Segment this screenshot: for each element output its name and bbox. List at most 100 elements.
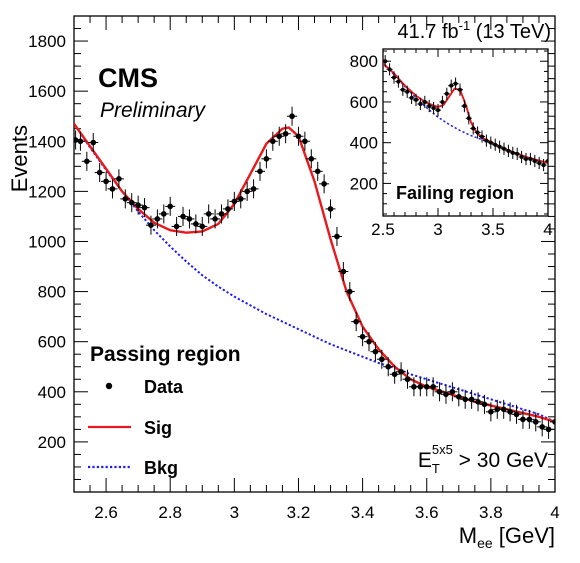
inset-data-point — [479, 130, 485, 143]
inset-y-tick-label: 600 — [350, 93, 378, 112]
main-data-point — [543, 419, 554, 439]
cut-label-rest: > 30 GeV — [453, 449, 548, 472]
inset-data-point — [483, 134, 490, 147]
inset-x-tick-label: 2.5 — [371, 220, 395, 239]
main-data-point — [120, 189, 131, 209]
main-y-tick-label: 1000 — [28, 232, 66, 251]
x-axis-title: Mee [GeV] — [459, 523, 555, 551]
main-bkg-curve — [74, 123, 555, 423]
main-data-point — [466, 389, 477, 409]
main-data-point — [280, 124, 291, 144]
main-data-point — [222, 199, 233, 219]
main-data-point — [126, 193, 137, 213]
main-data-point — [158, 204, 169, 224]
main-data-point — [152, 209, 163, 229]
main-data-point — [293, 126, 304, 146]
cut-label-main: E — [418, 449, 432, 472]
main-data-point — [312, 161, 323, 181]
inset-data-point — [452, 77, 459, 90]
inset-data-point — [383, 55, 389, 68]
inset-data-point — [540, 158, 547, 172]
cut-label-sub: T — [432, 461, 440, 476]
main-data-point — [530, 412, 541, 432]
inset-data-point — [496, 140, 503, 153]
inset-label: Failing region — [396, 183, 514, 203]
main-data-point — [178, 206, 189, 226]
inset-data-point — [395, 75, 402, 88]
inset-data-point — [536, 156, 543, 170]
inset-x-tick-label: 4 — [543, 220, 552, 239]
main-data-point — [498, 399, 509, 419]
y-axis-title: Events — [7, 125, 32, 192]
inset-data-point — [487, 136, 494, 149]
main-x-tick-label: 3 — [230, 503, 239, 522]
main-data-point — [357, 327, 368, 347]
main-data-point — [492, 399, 503, 419]
main-data-point — [421, 377, 432, 397]
inset-data-point — [465, 112, 472, 125]
inset-data-point — [386, 63, 393, 76]
cut-label: ET 5x5 > 30 GeV — [418, 442, 548, 476]
main-data-point — [537, 417, 548, 437]
main-data-point — [94, 163, 105, 183]
inset-data-point — [501, 142, 507, 155]
main-data-point — [216, 204, 227, 224]
main-data-point — [165, 196, 176, 216]
main-y-tick-label: 600 — [38, 333, 66, 352]
main-data-point — [210, 209, 221, 229]
inset-data-point — [470, 122, 477, 135]
main-data-point — [235, 189, 246, 209]
main-y-tick-label: 1200 — [28, 182, 66, 201]
inset-data-point — [474, 126, 481, 139]
inset-data-point — [461, 99, 468, 113]
main-data-point — [338, 262, 349, 282]
main-x-tick-label: 2.6 — [94, 503, 118, 522]
inset-y-tick-label: 200 — [350, 174, 378, 193]
legend-entry-bkg: Bkg — [144, 458, 178, 478]
main-data-point — [267, 131, 278, 151]
main-data-point — [254, 161, 265, 181]
main-data-point — [383, 357, 394, 377]
main-data-point — [344, 282, 355, 302]
main-x-tick-label: 4 — [550, 503, 559, 522]
main-y-tick-label: 400 — [38, 383, 66, 402]
main-data-point — [184, 209, 195, 229]
main-data-point — [479, 394, 490, 414]
main-data-point — [81, 151, 92, 171]
inset-data-point — [404, 85, 411, 98]
main-data-point — [453, 387, 464, 407]
status-label: Preliminary — [100, 99, 207, 122]
main-data-point — [287, 106, 298, 126]
legend-entry-sig: Sig — [144, 418, 172, 438]
inset-y-tick-label: 800 — [350, 52, 378, 71]
main-data-point — [485, 402, 496, 422]
inset-data-point — [518, 150, 525, 164]
inset-data-point — [527, 152, 534, 166]
main-data-point — [434, 382, 445, 402]
legend-entry-data: Data — [144, 377, 184, 397]
main-x-tick-label: 3.4 — [351, 503, 375, 522]
main-y-tick-label: 200 — [38, 433, 66, 452]
main-data-point — [229, 191, 240, 211]
main-data-point — [505, 402, 516, 422]
main-data-point — [524, 409, 535, 429]
main-data-point — [473, 392, 484, 412]
main-data-point — [319, 174, 330, 194]
main-data-point — [133, 195, 144, 215]
main-data-point — [511, 404, 522, 424]
main-data-point — [139, 198, 150, 218]
experiment-label: CMS — [98, 63, 158, 93]
main-data-point — [428, 377, 439, 397]
main-data-point — [389, 364, 400, 384]
cut-label-sup: 5x5 — [432, 442, 453, 457]
main-y-tick-label: 1400 — [28, 132, 66, 151]
legend: Passing region Data Sig Bkg — [88, 343, 241, 478]
inset-data-point — [408, 91, 415, 104]
inset-data-point — [514, 147, 521, 160]
inset-data-point — [457, 83, 463, 96]
main-data-point — [190, 214, 201, 234]
inset-data-point — [492, 138, 499, 151]
inset-data-point — [509, 146, 516, 159]
main-data-point — [75, 131, 86, 151]
